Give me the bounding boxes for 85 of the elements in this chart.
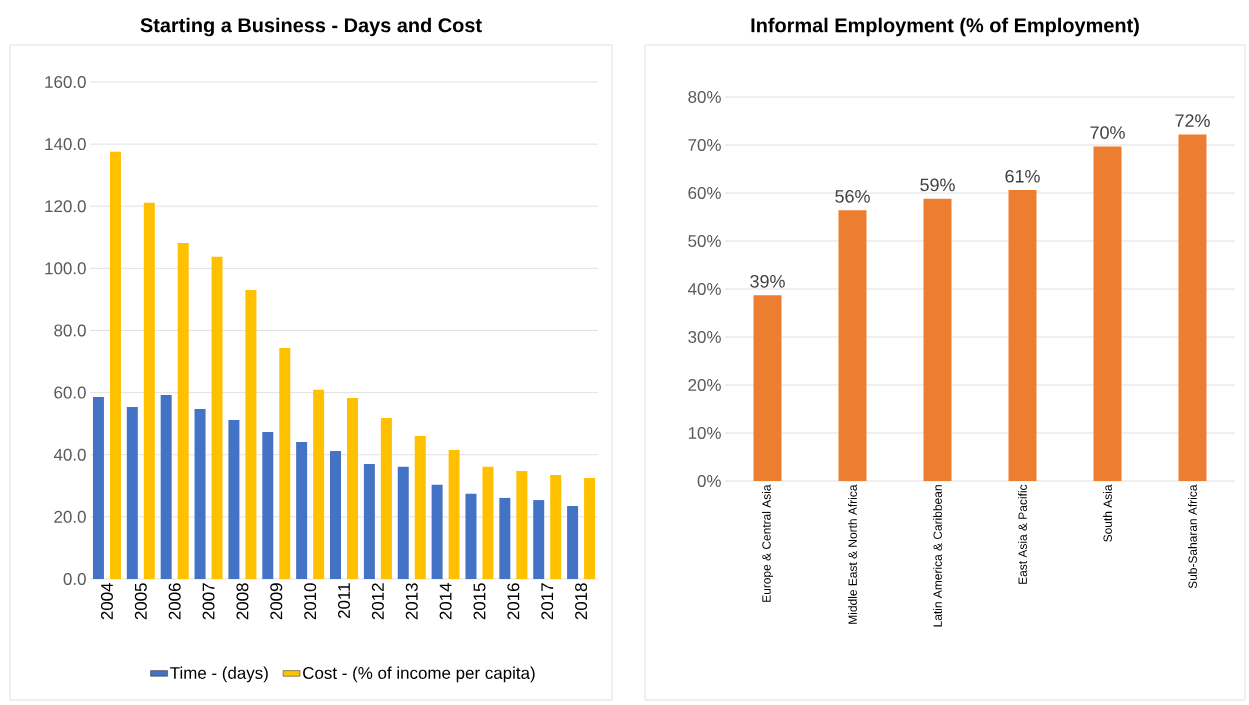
y-tick-label: 140.0	[45, 138, 86, 151]
bar	[499, 497, 511, 579]
bar	[160, 395, 172, 579]
x-tick-label: 2010	[304, 583, 317, 620]
y-tick-label: 160.0	[45, 75, 86, 88]
bar	[126, 406, 138, 579]
data-label: 61%	[1005, 169, 1040, 183]
y-tick-label: 80%	[688, 90, 721, 103]
x-tick-label: Sub-Saharan Africa	[1188, 484, 1197, 589]
bar	[923, 198, 952, 481]
x-tick-label: Latin America & Caribbean	[933, 485, 942, 627]
data-label: 56%	[835, 190, 870, 203]
x-tick-label: 2007	[202, 583, 215, 620]
bar	[1178, 134, 1207, 481]
x-tick-label: 2012	[371, 583, 384, 620]
y-tick-label: 40.0	[53, 448, 86, 461]
y-tick-label: 60%	[688, 186, 721, 199]
bar	[414, 436, 426, 579]
bar	[143, 202, 155, 579]
bar	[567, 505, 579, 579]
bar	[380, 418, 392, 579]
legend-label: Cost - (% of income per capita)	[303, 666, 535, 683]
data-label: 59%	[920, 178, 955, 192]
x-tick-label: East Asia & Pacific	[1018, 484, 1027, 584]
chart-title: Starting a Business - Days and Cost	[140, 17, 482, 37]
bar	[533, 500, 545, 579]
x-tick-label: 2009	[270, 583, 283, 620]
y-tick-label: 40%	[687, 282, 721, 295]
data-label: 39%	[750, 275, 785, 288]
x-tick-label: 2004	[100, 583, 113, 620]
x-tick-label: 2015	[473, 583, 486, 620]
y-tick-label: 0%	[697, 474, 721, 487]
bar	[279, 347, 291, 579]
bar	[448, 450, 460, 579]
bar	[550, 474, 562, 579]
bar	[516, 470, 528, 579]
x-tick-label: 2016	[507, 583, 520, 620]
x-tick-label: South Asia	[1103, 484, 1112, 542]
bar	[211, 256, 223, 579]
data-label: 72%	[1175, 114, 1210, 127]
x-tick-label: 2013	[405, 583, 418, 620]
bar	[109, 151, 121, 579]
bar	[584, 478, 596, 579]
y-tick-label: 10%	[688, 426, 721, 439]
y-tick-label: 80.0	[54, 324, 86, 337]
bar	[347, 397, 359, 579]
bar	[363, 464, 375, 579]
bar	[194, 409, 206, 579]
y-tick-label: 50%	[688, 234, 721, 247]
x-tick-label: Middle East & North Africa	[848, 484, 857, 624]
bar	[262, 432, 274, 579]
y-tick-label: 100.0	[45, 262, 86, 275]
bar	[296, 442, 308, 579]
bar	[753, 295, 782, 481]
x-tick-label: Europe & Central Asia	[761, 484, 774, 602]
bar	[1093, 146, 1122, 481]
y-tick-label: 0.0	[63, 572, 86, 585]
bar	[313, 389, 325, 579]
bar	[397, 466, 409, 579]
y-tick-label: 30%	[688, 330, 721, 343]
chart-title: Informal Employment (% of Employment)	[751, 17, 1139, 37]
x-tick-label: 2014	[439, 583, 452, 620]
bar	[431, 484, 443, 579]
bar	[465, 493, 477, 579]
x-tick-label: 2005	[134, 583, 147, 620]
bar	[838, 210, 867, 481]
x-tick-label: 2008	[236, 583, 249, 620]
bar	[482, 466, 494, 579]
x-tick-label: 2017	[541, 583, 554, 620]
bar	[92, 396, 104, 579]
y-tick-label: 120.0	[45, 200, 86, 213]
x-tick-label: 2018	[575, 583, 588, 620]
y-tick-label: 20.0	[54, 510, 86, 523]
bar	[228, 419, 240, 579]
bar	[1008, 190, 1037, 481]
y-tick-label: 60.0	[54, 386, 86, 399]
x-tick-label: 2006	[168, 583, 181, 620]
x-tick-label: 2011	[338, 583, 351, 619]
y-tick-label: 70%	[688, 138, 721, 151]
legend-label: Time - (days)	[170, 666, 268, 683]
y-tick-label: 20%	[688, 378, 721, 391]
data-label: 70%	[1090, 126, 1125, 139]
bar	[177, 242, 189, 579]
bar	[330, 451, 342, 579]
bar	[245, 290, 257, 579]
